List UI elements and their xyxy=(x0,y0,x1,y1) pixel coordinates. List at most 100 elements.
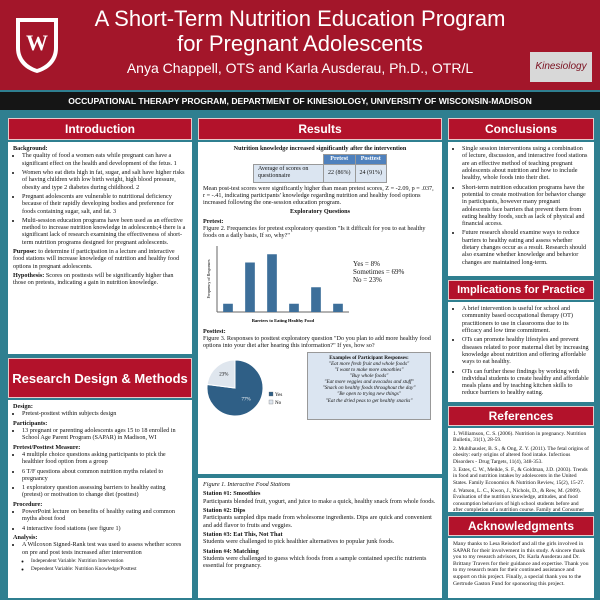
cell: 22 (86%) xyxy=(323,164,356,183)
text: to determine if participation in a lectu… xyxy=(13,248,180,270)
station-title: Station #1: Smoothies xyxy=(203,490,261,498)
example: "Eat the dried peas to get healthy snack… xyxy=(325,397,413,404)
reference: 3. Estes, C. W., Meikle, S. F., & Goldma… xyxy=(453,466,588,486)
bullet: Single session interventions using a com… xyxy=(462,145,589,182)
label: Posttest: xyxy=(203,327,226,335)
bar xyxy=(311,286,321,312)
sub-bullet: Dependent Variable: Nutrition Knowledge/… xyxy=(31,566,187,572)
bullet: 6 T/F questions about common nutrition m… xyxy=(22,468,187,483)
bar xyxy=(333,303,343,312)
reference: 1. Williamson, C. S. (2006). Nutrition i… xyxy=(453,431,587,444)
example: "Snack on healthy foods throughout the d… xyxy=(322,385,416,392)
authors: Anya Chappell, OTS and Karla Ausderau, P… xyxy=(126,60,474,76)
example: "I want to make more smoothies" xyxy=(334,366,404,373)
label: Pretest: xyxy=(203,217,224,225)
bullet-list: PowerPoint lecture on benefits of health… xyxy=(13,508,187,532)
header-cell: Posttest xyxy=(354,154,387,166)
table-title: Nutrition knowledge increased significan… xyxy=(233,145,407,152)
label: Design: xyxy=(13,403,33,410)
label: Analysis: xyxy=(13,534,38,541)
figure-1: Figure 1. Interactive Food Stations Stat… xyxy=(198,478,442,598)
bar xyxy=(245,262,255,312)
legend-swatch xyxy=(268,399,274,404)
references: 1. Williamson, C. S. (2006). Nutrition i… xyxy=(448,428,594,512)
answer: Sometimes = 69% xyxy=(353,267,405,276)
section-heading: References xyxy=(448,406,594,426)
header: W A Short-Term Nutrition Education Progr… xyxy=(0,0,600,90)
station-title: Station #3: Eat This, Not That xyxy=(203,530,283,538)
bar-chart: Barriers to Eating Healthy Food Frequency… xyxy=(206,245,349,323)
sub-bullet: Independent Variable: Nutrition Interven… xyxy=(31,558,187,564)
subheading: Exploratory Questions xyxy=(290,208,350,216)
bullet: A brief intervention is useful for schoo… xyxy=(462,305,589,334)
bar xyxy=(289,303,299,312)
conclusions: Single session interventions using a com… xyxy=(448,142,594,276)
figure: 77% 23% Yes No Examples of Participant Resp… xyxy=(203,351,437,422)
bullet-list: A Wilcoxon Signed-Rank test was used to … xyxy=(13,541,187,556)
section-heading: Acknowledgments xyxy=(448,516,594,536)
bullet-list: Single session interventions using a com… xyxy=(453,145,589,266)
bar xyxy=(223,303,233,312)
bullet: 4 multiple choice questions asking parti… xyxy=(22,451,187,466)
sub-list: Independent Variable: Nutrition Interven… xyxy=(13,558,187,572)
stats: Mean post-test scores were significantly… xyxy=(203,184,434,207)
answers: Yes = 8% Sometimes = 69% No = 23% xyxy=(353,260,404,285)
pie-slice xyxy=(206,359,236,389)
section-heading: Research Design & Methods xyxy=(8,358,192,398)
text: Scores on posttests will be significantl… xyxy=(13,272,174,287)
svg-text:W: W xyxy=(26,30,48,55)
station-title: Station #4: Matching xyxy=(203,547,259,555)
example: "Eat more veggies and avocados and stuff… xyxy=(324,379,414,386)
slice-label: 77% xyxy=(242,397,251,402)
paragraph: Hypothesis: Scores on posttests will be … xyxy=(13,272,187,287)
bullet: 4 interactive food stations (see figure … xyxy=(22,525,187,532)
bullet: Future research should examine ways to r… xyxy=(462,229,589,266)
introduction: Background: The quality of food a women … xyxy=(8,142,192,354)
bullet: OTs can further these findings by workin… xyxy=(462,368,589,397)
x-axis-title: Barriers to Eating Healthy Food xyxy=(252,318,315,323)
bullet: OTs can promote healthy lifestyles and p… xyxy=(462,336,589,365)
caption: Figure 3. Responses to posttest explorat… xyxy=(203,335,431,350)
example: "Be open to trying new things" xyxy=(337,391,401,398)
bullet: A Wilcoxon Signed-Rank test was used to … xyxy=(22,541,187,556)
figure: Barriers to Eating Healthy Food Frequency… xyxy=(203,242,437,328)
station-text: Participants sampled dips made from whol… xyxy=(203,514,432,529)
crest: W xyxy=(16,18,58,73)
legend-label: Yes xyxy=(275,393,282,398)
bullet: 13 pregnant or parenting adolescents age… xyxy=(22,427,187,442)
pie-chart: 77% 23% Yes No xyxy=(206,359,282,417)
label: Participants: xyxy=(13,419,48,427)
slice-label: 23% xyxy=(219,372,228,377)
section-heading: Conclusions xyxy=(448,118,594,140)
station-text: Students were challenged to guess which … xyxy=(203,554,427,570)
results: Nutrition knowledge increased significan… xyxy=(198,142,442,474)
label: Background: xyxy=(13,145,48,152)
station-text: Participants blended fruit, yogurt, and … xyxy=(203,497,436,505)
cell: Average of scores on questionnaire xyxy=(253,164,324,183)
acknowledgments: Many thanks to Lesa Reisdorf and all the… xyxy=(448,538,594,598)
label: Hypothesis: xyxy=(13,272,45,279)
bullet: PowerPoint lecture on benefits of health… xyxy=(22,508,187,523)
legend-swatch xyxy=(268,391,274,396)
bullet: Pretest-posttest within subjects design xyxy=(22,410,187,417)
caption: Figure 2. Frequencies for pretest explor… xyxy=(203,225,426,240)
bullet: Short-term nutrition education programs … xyxy=(462,184,589,228)
blank-cell xyxy=(253,154,324,165)
section-heading: Introduction xyxy=(8,118,192,140)
bullet-list: 13 pregnant or parenting adolescents age… xyxy=(13,427,187,442)
station-title: Station #2: Dips xyxy=(203,506,246,514)
caption: Figure 1. Interactive Food Stations xyxy=(203,481,291,488)
bullet-list: The quality of food a women eats while p… xyxy=(13,152,187,246)
bullet: 1 exploratory question assessing barrier… xyxy=(22,484,187,499)
bullet: The quality of food a women eats while p… xyxy=(22,152,187,167)
reference: 4. Watson, L. C., Kwon, J., Nichols, D.,… xyxy=(453,488,584,512)
bullet-list: A brief intervention is useful for schoo… xyxy=(453,305,589,397)
implications: A brief intervention is useful for schoo… xyxy=(448,302,594,402)
bullet-list: Pretest-posttest within subjects design xyxy=(13,410,187,417)
methods: Design:Pretest-posttest within subjects … xyxy=(8,400,192,598)
bullet: Multi-session education programs have be… xyxy=(22,217,187,246)
paragraph: Purpose: to determine if participation i… xyxy=(13,248,187,270)
examples-title: Examples of Participant Responses: xyxy=(329,354,409,361)
table: Pretest Posttest Average of scores on que… xyxy=(253,154,387,183)
